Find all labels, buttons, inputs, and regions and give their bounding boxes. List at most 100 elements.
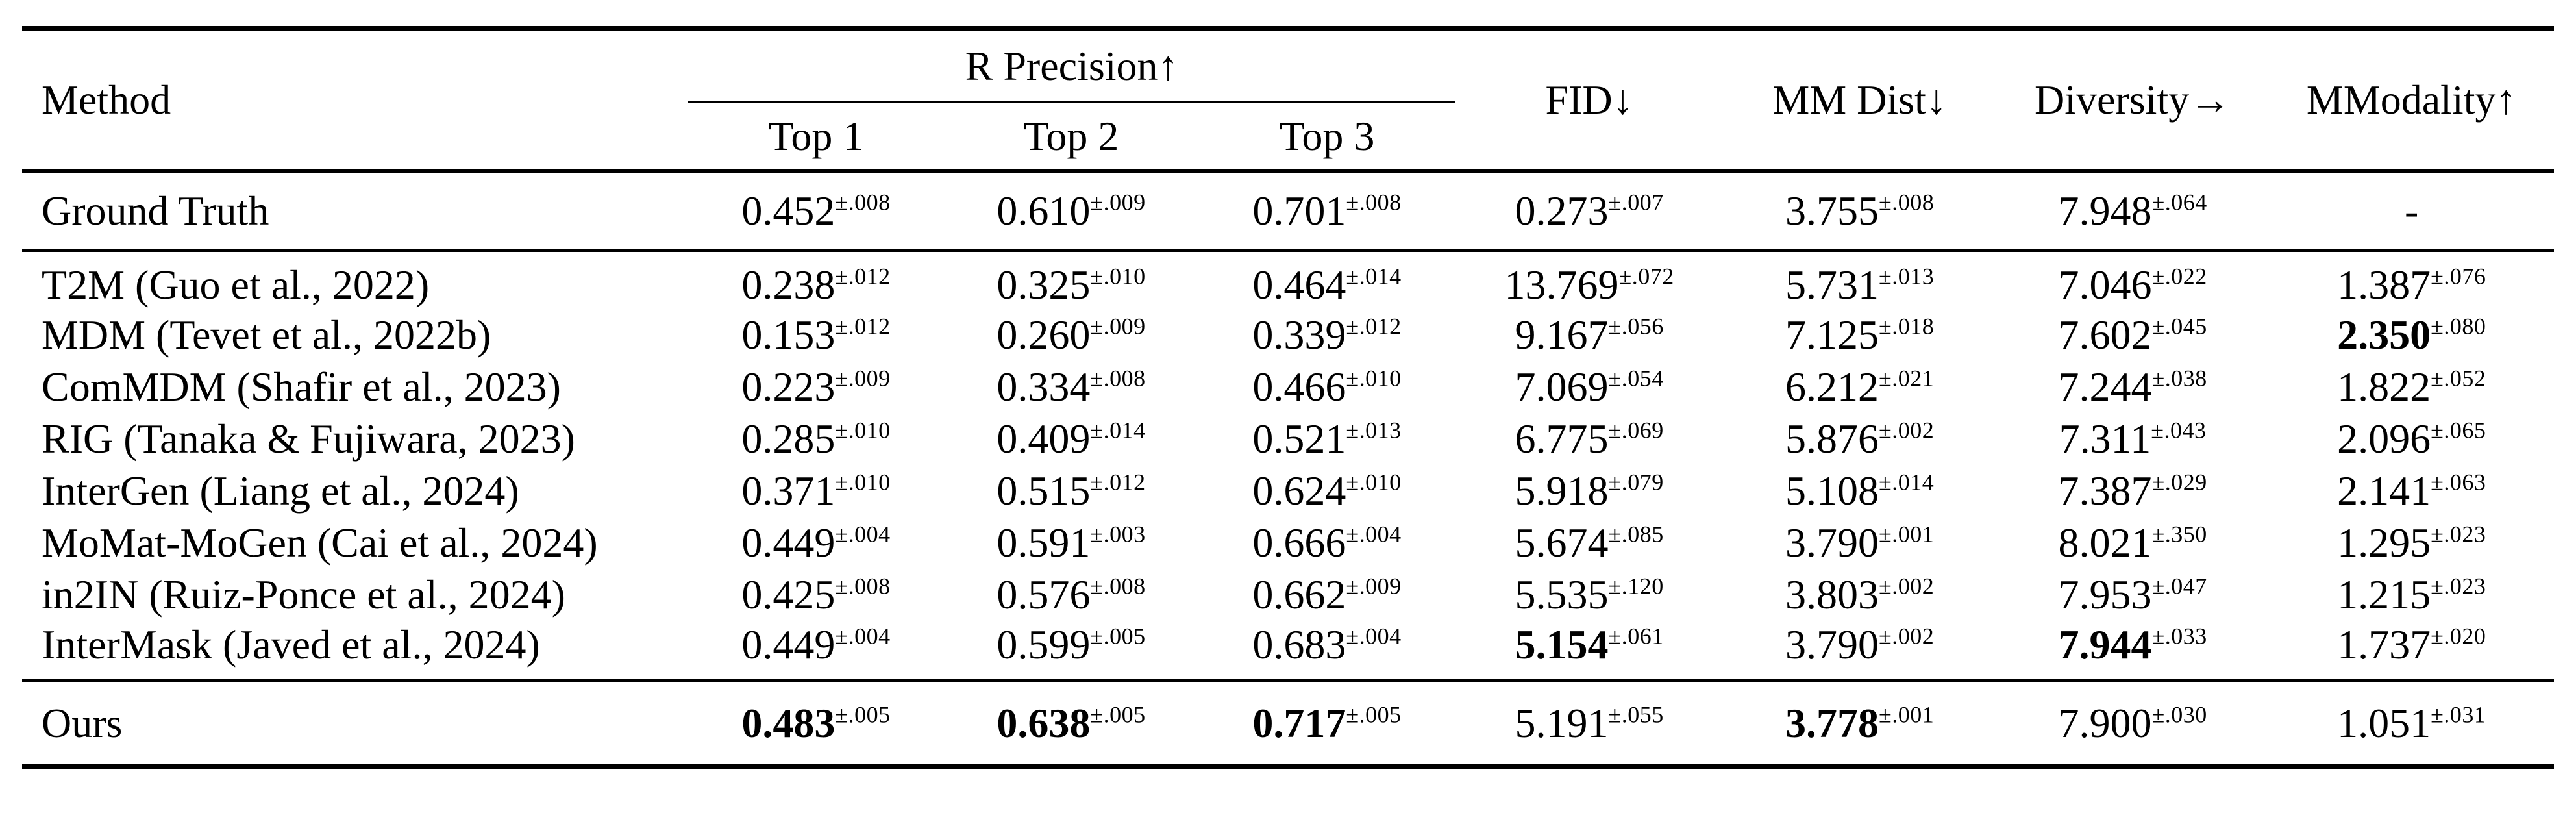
cell-fid: 5.191±.055: [1455, 681, 1724, 767]
cell-method: MDM (Tevet et al., 2022b): [22, 309, 688, 361]
std-superscript: ±.002: [1878, 573, 1935, 599]
std-superscript: ±.004: [835, 521, 891, 547]
std-superscript: ±.008: [1878, 189, 1935, 216]
metric-value: 1.215: [2337, 571, 2431, 618]
metric-value: 7.387: [2058, 468, 2152, 514]
std-superscript: ±.052: [2431, 365, 2486, 392]
cell-top1: 0.483±.005: [688, 681, 944, 767]
std-superscript: ±.009: [1090, 313, 1146, 340]
cell-diversity: 7.944±.033: [1996, 621, 2270, 681]
cell-mmodality: 1.051±.031: [2269, 681, 2554, 767]
std-superscript: ±.056: [1608, 313, 1664, 340]
std-superscript: ±.010: [835, 469, 891, 495]
method-name: Ground Truth: [42, 187, 269, 234]
std-superscript: ±.023: [2431, 521, 2486, 547]
metric-value: 7.944: [2058, 621, 2152, 668]
std-superscript: ±.004: [1346, 623, 1402, 649]
section-baselines: T2M (Guo et al., 2022) 0.238±.012 0.325±.0…: [22, 251, 2554, 681]
metric-value: 7.125: [1785, 312, 1879, 358]
cell-top2: 0.260±.009: [944, 309, 1199, 361]
col-header-fid: FID↓: [1545, 76, 1633, 123]
method-name: MDM (Tevet et al., 2022b): [42, 312, 491, 358]
table-row: InterGen (Liang et al., 2024) 0.371±.010 0…: [22, 465, 2554, 517]
std-superscript: ±.038: [2151, 365, 2207, 392]
metric-value: 0.624: [1252, 468, 1346, 514]
cell-diversity: 7.387±.029: [1996, 465, 2270, 517]
metric-value: 0.515: [997, 468, 1091, 514]
std-superscript: ±.009: [835, 365, 891, 392]
cell-mm-dist: 7.125±.018: [1723, 309, 1996, 361]
metric-value: 2.141: [2337, 468, 2431, 514]
std-superscript: ±.010: [835, 417, 891, 444]
cell-top2: 0.334±.008: [944, 361, 1199, 413]
cell-fid: 0.273±.007: [1455, 171, 1724, 251]
metric-value: 1.295: [2337, 519, 2431, 566]
cell-top1: 0.371±.010: [688, 465, 944, 517]
metric-value: 0.425: [741, 571, 836, 618]
metric-value: 3.790: [1785, 519, 1879, 566]
std-superscript: ±.013: [1346, 417, 1402, 444]
std-superscript: ±.008: [835, 573, 891, 599]
metric-value: 0.610: [997, 187, 1091, 234]
metric-value: 0.576: [997, 571, 1091, 618]
cell-diversity: 8.021±.350: [1996, 517, 2270, 569]
cell-mm-dist: 5.731±.013: [1723, 251, 1996, 310]
metric-value: 7.953: [2058, 571, 2152, 618]
cell-mm-dist: 5.876±.002: [1723, 413, 1996, 465]
cell-fid: 5.674±.085: [1455, 517, 1724, 569]
cell-top2: 0.610±.009: [944, 171, 1199, 251]
metric-value: 0.701: [1252, 187, 1346, 234]
std-superscript: ±.014: [1878, 469, 1935, 495]
metric-value: 5.674: [1515, 519, 1609, 566]
cell-mmodality: 2.096±.065: [2269, 413, 2554, 465]
cell-diversity: 7.046±.022: [1996, 251, 2270, 310]
cell-top3: 0.683±.004: [1198, 621, 1455, 681]
cell-fid: 7.069±.054: [1455, 361, 1724, 413]
cell-method: T2M (Guo et al., 2022): [22, 251, 688, 310]
metric-value: 7.900: [2058, 700, 2152, 746]
cell-top2: 0.325±.010: [944, 251, 1199, 310]
std-superscript: ±.007: [1608, 189, 1664, 216]
col-header-method: Method: [42, 76, 171, 123]
std-superscript: ±.001: [1878, 521, 1935, 547]
method-name: Ours: [42, 700, 123, 746]
cell-top1: 0.223±.009: [688, 361, 944, 413]
std-superscript: ±.020: [2431, 623, 2486, 649]
cell-top3: 0.464±.014: [1198, 251, 1455, 310]
metric-value: 1.737: [2337, 621, 2431, 668]
std-superscript: ±.080: [2431, 313, 2486, 340]
metric-value: 0.662: [1252, 571, 1346, 618]
cell-diversity: 7.948±.064: [1996, 171, 2270, 251]
cell-method: Ours: [22, 681, 688, 767]
std-superscript: ±.005: [835, 701, 891, 728]
std-superscript: ±.061: [1608, 623, 1664, 649]
std-superscript: ±.008: [1346, 189, 1402, 216]
cell-top3: 0.624±.010: [1198, 465, 1455, 517]
cell-mmodality: 2.141±.063: [2269, 465, 2554, 517]
std-superscript: ±.079: [1608, 469, 1664, 495]
cell-top1: 0.285±.010: [688, 413, 944, 465]
cell-mmodality: 1.295±.023: [2269, 517, 2554, 569]
cell-diversity: 7.244±.038: [1996, 361, 2270, 413]
method-name: T2M (Guo et al., 2022): [42, 262, 430, 308]
cell-top2: 0.576±.008: [944, 569, 1199, 621]
std-superscript: ±.003: [1090, 521, 1146, 547]
cell-top1: 0.449±.004: [688, 517, 944, 569]
cell-fid: 6.775±.069: [1455, 413, 1724, 465]
metric-value: 0.683: [1252, 621, 1346, 668]
std-superscript: ±.004: [1346, 521, 1402, 547]
metric-value: 0.285: [741, 416, 836, 462]
metric-value: 5.108: [1785, 468, 1879, 514]
metric-value: 0.483: [741, 700, 836, 746]
metric-value: 5.731: [1785, 262, 1879, 308]
cell-top1: 0.452±.008: [688, 171, 944, 251]
cell-fid: 13.769±.072: [1455, 251, 1724, 310]
std-superscript: ±.009: [1090, 189, 1146, 216]
results-table: Method R Precision↑ FID↓ MM Dist↓ Divers…: [22, 26, 2554, 769]
metric-value: 0.339: [1252, 312, 1346, 358]
metric-value: 3.790: [1785, 621, 1879, 668]
metric-value: 5.918: [1515, 468, 1609, 514]
method-name: InterGen (Liang et al., 2024): [42, 468, 519, 514]
metric-value: 9.167: [1515, 312, 1609, 358]
cell-mmodality: -: [2269, 171, 2554, 251]
